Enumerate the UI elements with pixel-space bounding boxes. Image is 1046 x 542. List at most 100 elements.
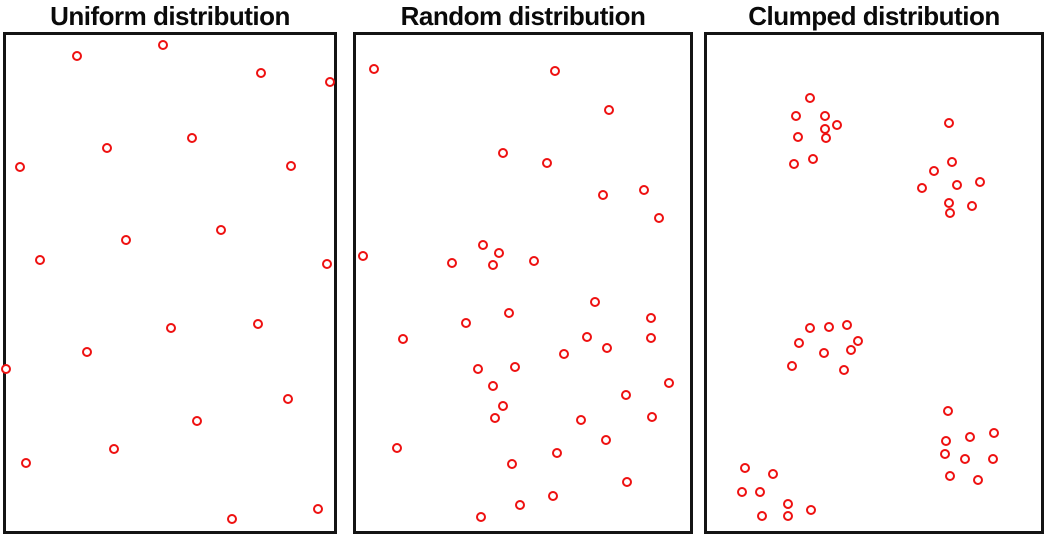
data-point: [21, 458, 31, 468]
data-point: [805, 323, 815, 333]
data-point: [548, 491, 558, 501]
data-point: [967, 201, 977, 211]
data-point: [322, 259, 332, 269]
data-point: [944, 118, 954, 128]
data-point: [392, 443, 402, 453]
data-point: [256, 68, 266, 78]
data-point: [988, 454, 998, 464]
data-point: [929, 166, 939, 176]
data-point: [550, 66, 560, 76]
data-point: [473, 364, 483, 374]
data-point: [791, 111, 801, 121]
data-point: [639, 185, 649, 195]
data-point: [783, 499, 793, 509]
data-point: [783, 511, 793, 521]
data-point: [488, 260, 498, 270]
data-point: [755, 487, 765, 497]
data-point: [664, 378, 674, 388]
data-point: [559, 349, 569, 359]
data-point: [917, 183, 927, 193]
data-point: [216, 225, 226, 235]
data-point: [806, 505, 816, 515]
data-point: [187, 133, 197, 143]
data-point: [498, 148, 508, 158]
data-point: [941, 436, 951, 446]
data-point: [478, 240, 488, 250]
data-point: [989, 428, 999, 438]
data-point: [973, 475, 983, 485]
data-point: [842, 320, 852, 330]
data-point: [582, 332, 592, 342]
data-point: [72, 51, 82, 61]
data-point: [102, 143, 112, 153]
data-point: [529, 256, 539, 266]
data-point: [576, 415, 586, 425]
data-point: [787, 361, 797, 371]
data-point: [166, 323, 176, 333]
data-point: [490, 413, 500, 423]
data-point: [494, 248, 504, 258]
data-point: [515, 500, 525, 510]
data-point: [622, 477, 632, 487]
data-point: [945, 208, 955, 218]
panel-title-uniform: Uniform distribution: [50, 0, 290, 31]
data-point: [944, 198, 954, 208]
data-point: [737, 487, 747, 497]
data-point: [488, 381, 498, 391]
data-point: [358, 251, 368, 261]
data-point: [824, 322, 834, 332]
data-point: [757, 511, 767, 521]
data-point: [35, 255, 45, 265]
data-point: [646, 333, 656, 343]
data-point: [805, 93, 815, 103]
data-point: [789, 159, 799, 169]
data-point: [476, 512, 486, 522]
data-point: [82, 347, 92, 357]
panel-title-random: Random distribution: [400, 0, 646, 31]
data-point: [313, 504, 323, 514]
data-point: [646, 313, 656, 323]
data-point: [768, 469, 778, 479]
data-point: [590, 297, 600, 307]
data-point: [960, 454, 970, 464]
data-point: [819, 348, 829, 358]
data-point: [975, 177, 985, 187]
data-point: [227, 514, 237, 524]
data-point: [286, 161, 296, 171]
data-point: [158, 40, 168, 50]
panel-frame-random: [353, 32, 693, 534]
data-point: [945, 471, 955, 481]
data-point: [647, 412, 657, 422]
data-point: [598, 190, 608, 200]
data-point: [940, 449, 950, 459]
data-point: [283, 394, 293, 404]
data-point: [820, 111, 830, 121]
data-point: [604, 105, 614, 115]
data-point: [832, 120, 842, 130]
data-point: [121, 235, 131, 245]
data-point: [552, 448, 562, 458]
data-point: [794, 338, 804, 348]
data-point: [965, 432, 975, 442]
data-point: [510, 362, 520, 372]
data-point: [15, 162, 25, 172]
data-point: [952, 180, 962, 190]
data-point: [369, 64, 379, 74]
data-point: [1, 364, 11, 374]
data-point: [192, 416, 202, 426]
data-point: [602, 343, 612, 353]
data-point: [109, 444, 119, 454]
panel-frame-uniform: [3, 32, 337, 534]
data-point: [740, 463, 750, 473]
data-point: [621, 390, 631, 400]
data-point: [253, 319, 263, 329]
data-point: [504, 308, 514, 318]
data-point: [943, 406, 953, 416]
panel-title-clumped: Clumped distribution: [748, 0, 1000, 31]
data-point: [461, 318, 471, 328]
data-point: [947, 157, 957, 167]
data-point: [839, 365, 849, 375]
data-point: [654, 213, 664, 223]
